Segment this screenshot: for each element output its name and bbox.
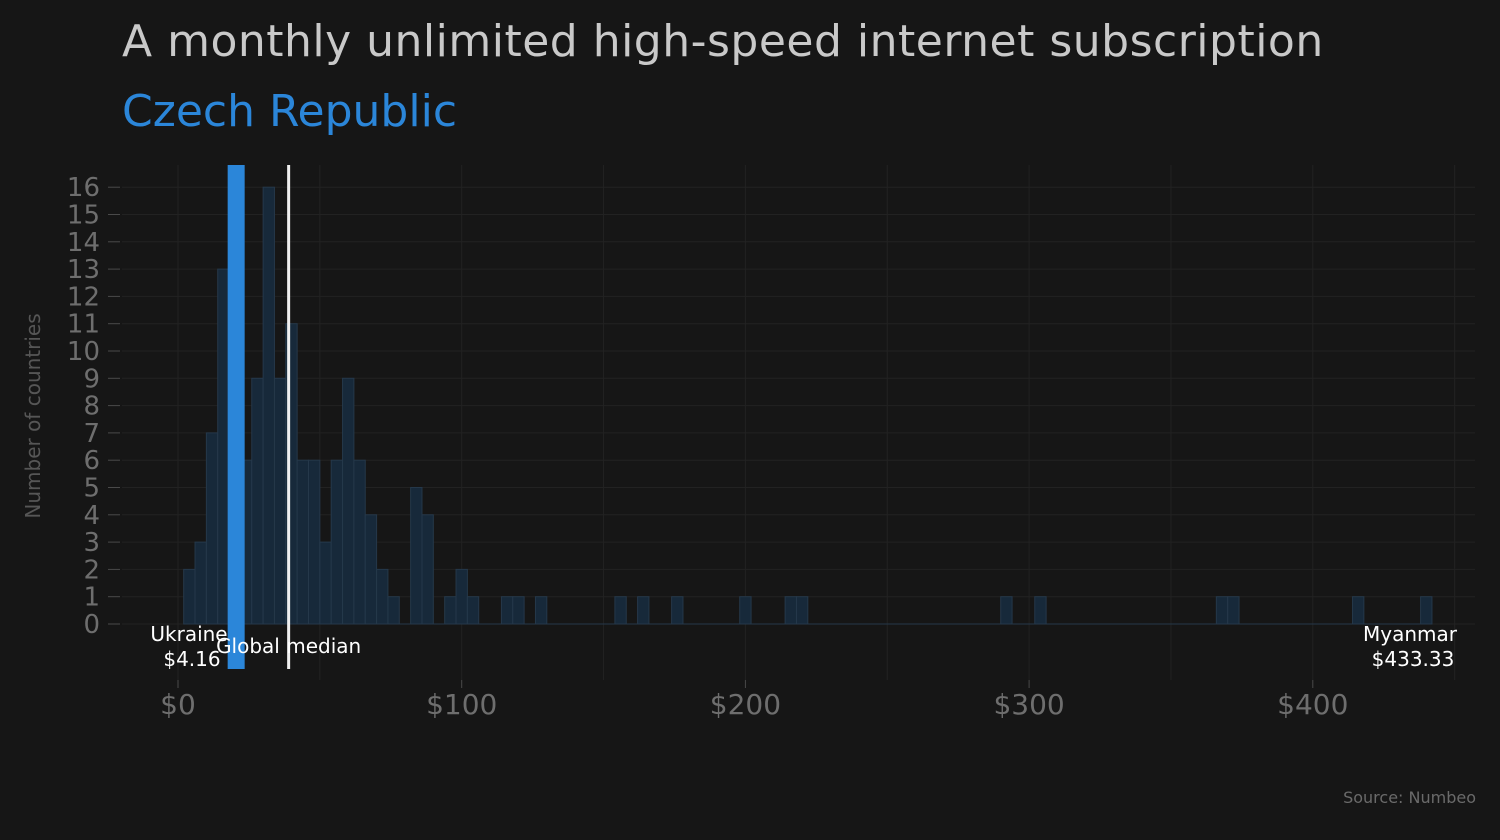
x-tick-label: $100 <box>426 688 497 721</box>
chart-subtitle: Czech Republic <box>122 86 458 137</box>
histogram-bar <box>444 596 457 625</box>
histogram-bar <box>262 186 275 625</box>
median-label: Global median <box>216 634 361 658</box>
histogram-bar <box>534 596 548 625</box>
source-note: Source: Numbeo <box>1343 788 1476 807</box>
y-tick-label: 5 <box>83 474 100 504</box>
y-tick-label: 3 <box>83 528 100 558</box>
y-tick-label: 7 <box>83 419 100 449</box>
x-tick-label: $400 <box>1277 688 1348 721</box>
y-tick-label: 10 <box>67 337 100 367</box>
histogram-bar <box>614 596 627 625</box>
histogram-bar <box>739 596 752 625</box>
histogram-bar <box>410 487 423 625</box>
histogram-bar <box>342 377 355 625</box>
histogram-bar <box>784 596 797 625</box>
histogram-bar <box>455 568 468 625</box>
x-tick-label: $300 <box>993 688 1064 721</box>
histogram-bar <box>205 432 219 625</box>
histogram-bar <box>319 541 332 625</box>
y-tick-label: 14 <box>67 228 100 258</box>
y-tick-label: 8 <box>83 392 100 422</box>
y-tick-label: 4 <box>83 501 100 531</box>
histogram-bar <box>194 541 207 625</box>
histogram-bar <box>364 514 378 625</box>
min-country-name: Ukraine <box>150 622 227 646</box>
histogram-bar <box>637 596 650 625</box>
histogram-bar <box>421 514 434 625</box>
min-country-value: $4.16 <box>163 647 220 671</box>
histogram-bar <box>251 377 264 625</box>
histogram-bar <box>1034 596 1047 625</box>
x-tick-label: $0 <box>160 688 196 721</box>
annotations: Ukraine$4.16 Myanmar$433.33 Global median <box>150 622 1457 671</box>
y-tick-label: 1 <box>83 583 100 613</box>
max-country-name: Myanmar <box>1363 622 1458 646</box>
chart-title: A monthly unlimited high-speed internet … <box>122 16 1324 67</box>
max-country-value: $433.33 <box>1372 647 1455 671</box>
histogram-bar <box>1227 596 1240 625</box>
y-axis-label: Number of countries <box>21 313 45 518</box>
x-tick-label: $200 <box>710 688 781 721</box>
y-tick-label: 13 <box>67 255 100 285</box>
histogram-bar <box>1215 596 1229 625</box>
y-tick-label: 2 <box>83 555 100 585</box>
y-tick-label: 11 <box>67 310 100 340</box>
y-tick-label: 9 <box>83 364 100 394</box>
histogram-bar <box>795 596 809 625</box>
histogram-bar <box>500 596 514 625</box>
histogram-bar <box>330 459 344 625</box>
histogram-bar <box>1000 596 1013 625</box>
reference-lines <box>227 165 291 669</box>
histogram-bar <box>217 268 230 625</box>
histogram-bar <box>376 568 389 625</box>
histogram-bar <box>353 459 366 625</box>
y-tick-label: 15 <box>67 201 100 231</box>
histogram-bar <box>308 459 321 625</box>
histogram-bar <box>296 459 310 625</box>
histogram-bar <box>183 568 196 625</box>
histogram-bar <box>1420 596 1433 625</box>
histogram-bar <box>671 596 684 625</box>
histogram-bar <box>387 596 400 625</box>
y-tick-label: 16 <box>67 173 100 203</box>
x-axis: $0 $100 $200 $300 $400 <box>160 680 1348 721</box>
histogram-bar <box>466 596 480 625</box>
y-tick-label: 0 <box>83 610 100 640</box>
histogram-bar <box>512 596 525 625</box>
y-tick-label: 6 <box>83 446 100 476</box>
y-tick-label: 12 <box>67 282 100 312</box>
histogram-bar <box>1352 596 1365 625</box>
histogram-bar <box>273 377 287 625</box>
